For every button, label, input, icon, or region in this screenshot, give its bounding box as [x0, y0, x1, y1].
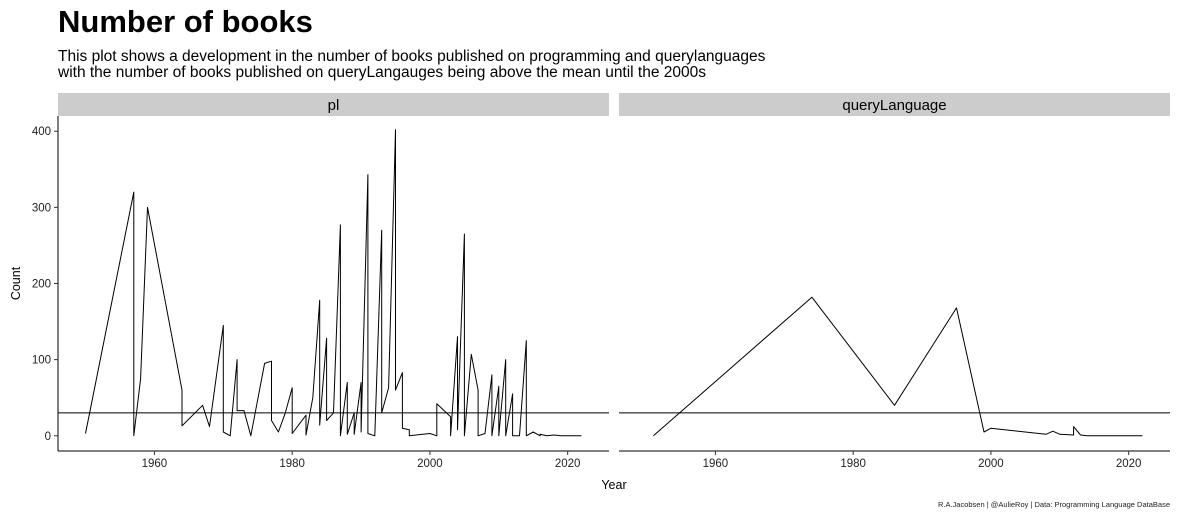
- panel-2-strip: [619, 93, 1170, 116]
- panel-2-strip-label: queryLanguage: [842, 97, 946, 114]
- y-tick-label: 0: [45, 431, 51, 443]
- subtitle-line-2: with the number of books published on qu…: [58, 64, 707, 81]
- subtitle-line-1: This plot shows a development in the num…: [58, 48, 766, 65]
- panel-1-x-tick-label: 1960: [142, 458, 168, 470]
- y-tick-label: 300: [32, 202, 51, 214]
- chart-subtitle: This plot shows a development in the num…: [58, 49, 765, 81]
- x-axis-title: Year: [601, 478, 626, 492]
- y-tick-label: 200: [32, 279, 51, 291]
- panel-1-x-tick-label: 2020: [555, 458, 581, 470]
- y-tick-label: 400: [32, 126, 51, 138]
- panel-1-strip: [58, 93, 609, 116]
- y-axis-title: Count: [9, 266, 23, 300]
- panel-2-series-line: [653, 296, 1143, 437]
- panel-2-x-tick-label: 2000: [978, 458, 1004, 470]
- panel-2-x-tick-label: 1960: [703, 458, 729, 470]
- chart-title: Number of books: [58, 4, 313, 39]
- panel-2-x-tick-label: 1980: [840, 458, 866, 470]
- panel-1-strip-label: pl: [328, 97, 340, 114]
- panel-2-x-tick-label: 2020: [1116, 458, 1142, 470]
- panel-1-x-tick-label: 1980: [279, 458, 305, 470]
- panel-1-x-tick-label: 2000: [417, 458, 443, 470]
- chart-caption: R.A.Jacobsen | @AulieRoy | Data: Program…: [937, 500, 1170, 509]
- y-tick-label: 100: [32, 355, 51, 367]
- panel-1-series-line: [85, 129, 582, 437]
